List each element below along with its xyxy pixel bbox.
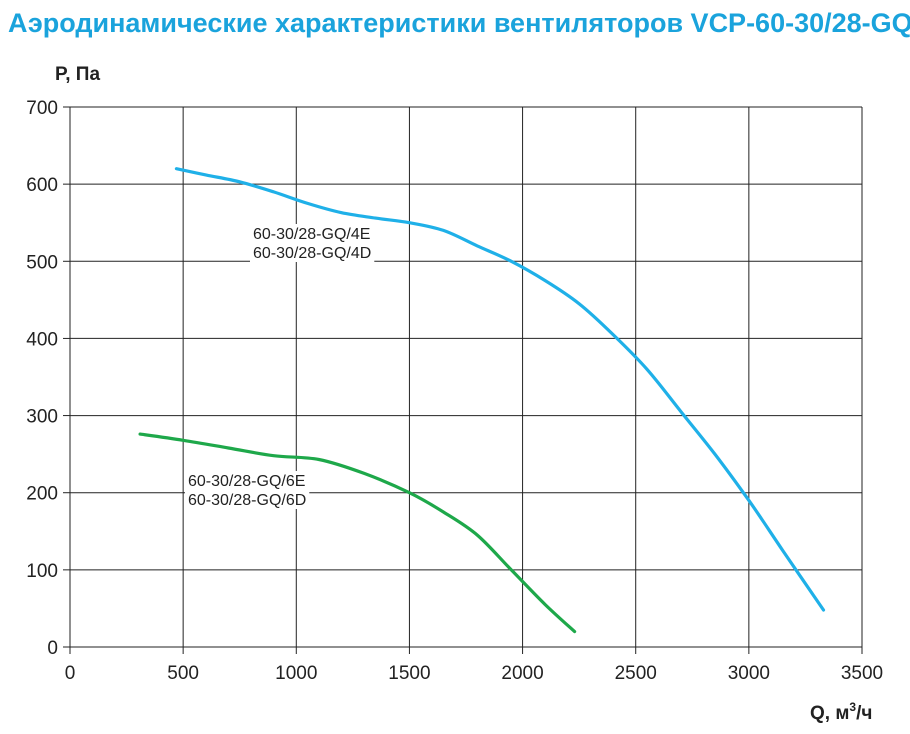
series-label: 60-30/28-GQ/6E (188, 473, 305, 490)
tick-labels: 0 100 200 300 400 500 600 700 0 500 1000 1500 2000 25… (26, 98, 883, 684)
y-tick-label: 700 (26, 98, 58, 119)
x-tick-label: 1000 (275, 663, 317, 684)
x-tick-label: 1500 (388, 663, 430, 684)
series-label: 60-30/28-GQ/6D (188, 492, 306, 509)
series-label-bg (185, 471, 309, 490)
series-label: 60-30/28-GQ/4E (253, 226, 370, 243)
series-labels: 60-30/28-GQ/4E 60-30/28-GQ/4D 60-30/28-GQ/… (185, 224, 375, 509)
series-line-1 (174, 167, 826, 612)
series-lines (138, 167, 826, 634)
grid (63, 106, 863, 654)
y-axis-label: P, Па (55, 64, 100, 85)
y-tick-label: 200 (26, 484, 58, 505)
y-tick-label: 0 (47, 638, 58, 659)
y-tick-label: 100 (26, 561, 58, 582)
series-label-bg (250, 243, 375, 262)
series-label-bg (250, 224, 374, 243)
x-axis-label-main: Q, м (810, 703, 849, 724)
x-axis-label: Q, м3/ч (810, 700, 872, 724)
y-tick-label: 600 (26, 175, 58, 196)
series-line-2 (138, 432, 577, 634)
x-tick-label: 2500 (615, 663, 657, 684)
x-tick-label: 0 (65, 663, 76, 684)
series-label-bg (185, 490, 310, 509)
y-tick-label: 300 (26, 407, 58, 428)
x-tick-label: 2000 (501, 663, 543, 684)
y-tick-label: 400 (26, 329, 58, 350)
x-tick-label: 3500 (841, 663, 883, 684)
x-axis-label-sup: 3 (849, 700, 856, 714)
x-tick-label: 500 (167, 663, 199, 684)
series-label: 60-30/28-GQ/4D (253, 245, 371, 262)
chart-title: Аэродинамические характеристики вентилят… (8, 8, 910, 38)
x-tick-label: 3000 (728, 663, 770, 684)
x-axis-label-tail: /ч (856, 703, 872, 724)
y-tick-label: 500 (26, 252, 58, 273)
